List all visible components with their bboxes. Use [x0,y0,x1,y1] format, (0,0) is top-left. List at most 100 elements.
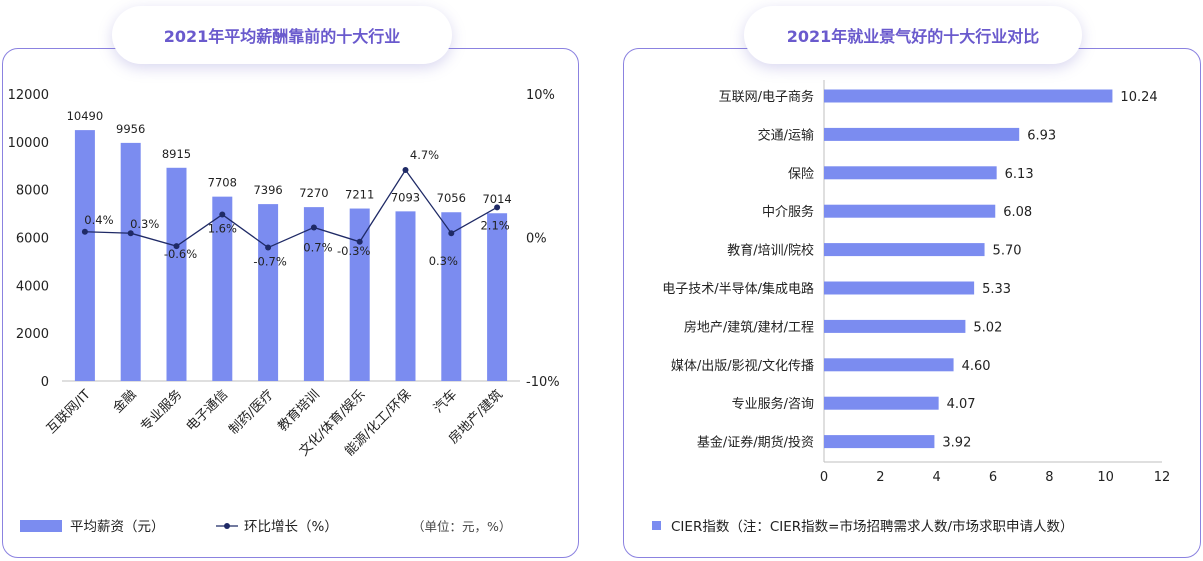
salary-value-label: 7396 [253,183,282,197]
cier-bar [824,396,939,410]
x-category-label: 专业服务 [137,387,185,435]
salary-bar [258,204,279,381]
salary-bar [303,207,324,381]
y-category-label: 教育/培训/院校 [727,243,814,259]
y2-tick-label: 0% [526,232,547,247]
right-chart-title: 2021年就业景气好的十大行业对比 [744,6,1082,64]
cier-bar [824,89,1113,103]
growth-point [310,224,317,231]
y-tick-label: 6000 [16,232,49,247]
y-tick-label: 8000 [16,184,49,199]
growth-point [356,238,363,245]
cier-value-label: 6.93 [1027,128,1056,143]
x-tick-label: 12 [1154,470,1171,485]
x-tick-label: 0 [820,470,828,485]
y-category-label: 中介服务 [762,204,814,220]
x-category-label: 汽车 [430,387,460,417]
cier-value-label: 5.02 [973,320,1002,335]
growth-point [81,228,88,235]
left-chart-panel [2,48,579,558]
growth-value-label: 1.6% [208,222,237,236]
x-category-label: 互联网/IT [44,387,94,437]
salary-value-label: 8915 [162,147,191,161]
growth-point [402,167,409,174]
salary-bar [166,167,187,381]
cier-value-label: 4.60 [962,359,991,374]
growth-point [494,204,501,211]
cier-value-label: 10.24 [1120,90,1157,105]
salary-bar [349,208,370,381]
salary-bar [487,213,508,381]
salary-value-label: 7211 [345,188,374,202]
y2-tick-label: -10% [526,375,560,390]
salary-value-label: 7056 [437,191,466,205]
cier-value-label: 5.70 [993,244,1022,259]
legend-line-marker [224,523,230,529]
cier-value-label: 4.07 [947,397,976,412]
left-chart-title: 2021年平均薪酬靠前的十大行业 [112,6,452,64]
growth-point [173,243,180,250]
cier-bar [824,319,966,333]
y-category-label: 电子技术/半导体/集成电路 [662,281,814,297]
cier-bar [824,243,985,257]
x-category-label: 教育培训 [275,387,323,435]
cier-bar [824,127,1020,141]
salary-bar [120,142,141,381]
y2-tick-label: 10% [526,88,555,103]
growth-value-label: 0.3% [429,254,458,268]
cier-bar [824,281,975,295]
legend-label: CIER指数（注：CIER指数=市场招聘需求人数/市场求职申请人数） [671,518,1074,535]
legend-line-label: 环比增长（%） [244,519,338,535]
y-tick-label: 10000 [8,136,49,151]
growth-value-label: 4.7% [410,148,439,162]
growth-line [84,168,498,249]
x-tick-label: 8 [1045,470,1053,485]
salary-value-label: 10490 [67,109,104,123]
x-category-label: 制药/医疗 [226,387,276,437]
x-tick-label: 4 [933,470,941,485]
salary-bar [212,196,233,381]
legend-bar-swatch [652,521,661,530]
cier-value-label: 3.92 [942,436,971,451]
y-category-label: 基金/证券/期货/投资 [697,435,814,451]
x-category-label: 电子通信 [184,387,231,434]
x-tick-label: 2 [876,470,884,485]
y-category-label: 媒体/出版/影视/文化传播 [671,359,814,374]
salary-value-label: 7708 [208,176,237,190]
y-tick-label: 12000 [8,88,49,103]
legend-unit-label: （单位：元，%） [412,519,511,534]
y-category-label: 房地产/建筑/建材/工程 [684,319,814,335]
legend-bar-label: 平均薪资（元） [70,519,165,535]
growth-value-label: 0.7% [303,240,332,254]
y-tick-label: 2000 [16,327,49,342]
cier-value-label: 5.33 [982,282,1011,297]
salary-value-label: 9956 [116,122,145,136]
salary-bar [441,212,462,381]
cier-value-label: 6.13 [1005,167,1034,182]
growth-value-label: 2.1% [480,218,509,232]
growth-point [448,230,455,237]
growth-value-label: -0.3% [337,244,370,258]
cier-bar [824,435,935,449]
cier-bar [824,204,996,218]
salary-value-label: 7270 [299,186,328,200]
x-tick-label: 10 [1097,470,1114,485]
x-category-label: 金融 [110,387,140,417]
y-tick-label: 4000 [16,279,49,294]
legend-bar-swatch [20,520,62,532]
growth-value-label: -0.6% [164,247,197,261]
salary-bar [395,211,416,381]
y-tick-label: 0 [41,375,49,390]
x-tick-label: 6 [989,470,997,485]
growth-point [265,244,272,251]
growth-point [219,211,226,218]
cier-bar [824,166,997,180]
growth-point [127,230,134,237]
cier-value-label: 6.08 [1003,205,1032,220]
salary-value-label: 7014 [482,192,511,206]
y-category-label: 保险 [788,167,814,182]
y-category-label: 交通/运输 [758,127,814,143]
salary-value-label: 7093 [391,190,420,204]
y-category-label: 专业服务/咨询 [732,396,814,412]
